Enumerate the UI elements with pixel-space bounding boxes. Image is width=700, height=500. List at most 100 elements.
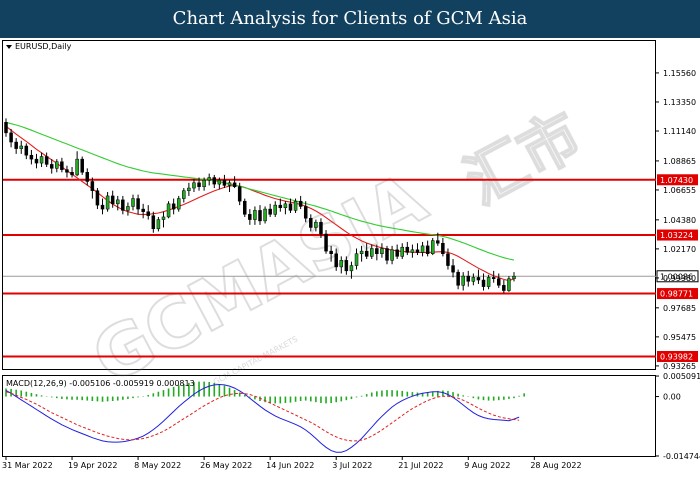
candle <box>136 198 140 210</box>
candle <box>29 154 34 160</box>
candle <box>116 199 120 205</box>
candle <box>166 203 171 218</box>
candle <box>197 182 201 187</box>
candle <box>60 161 64 170</box>
x-tick-label: 21 Jul 2022 <box>398 461 443 470</box>
level-tag-2 <box>657 288 698 300</box>
candle <box>456 271 460 286</box>
candle <box>497 278 501 286</box>
price-tick-label: 1.11140 <box>663 127 696 136</box>
candle <box>364 250 369 257</box>
x-tick-label: 3 Jul 2022 <box>332 461 372 470</box>
level-tag-label-0: 1.07430 <box>660 176 693 185</box>
candle <box>227 182 232 186</box>
candle <box>222 179 227 186</box>
candle <box>334 253 338 268</box>
price-tick-label: 1.04380 <box>663 216 696 225</box>
candle <box>451 265 455 273</box>
candle <box>507 278 511 291</box>
candle <box>151 215 156 230</box>
candle <box>395 249 399 257</box>
candle <box>319 221 323 235</box>
chart-area: GCMASIA 汇市 GCM CAPITAL MARKETS 1.074301.… <box>0 38 700 500</box>
candle <box>375 248 379 255</box>
price-tick-label: 0.99960 <box>663 274 696 283</box>
macd-tick-label: -0.014744 <box>663 452 700 461</box>
candle <box>182 190 186 199</box>
macd-signal-line <box>5 391 520 442</box>
candle <box>293 200 298 211</box>
price-tick-label: 1.08865 <box>663 157 696 166</box>
candle <box>141 208 145 212</box>
x-tick-label: 26 May 2022 <box>200 461 252 470</box>
candle <box>349 265 354 272</box>
candle <box>491 277 496 279</box>
candle <box>217 179 222 185</box>
current-price-label: 1.00086 <box>660 272 693 281</box>
candle <box>344 260 349 272</box>
candle <box>420 245 425 253</box>
candle <box>55 161 59 169</box>
current-price-tag <box>656 270 699 283</box>
candle <box>110 195 115 205</box>
price-tick-label: 1.02170 <box>663 245 696 254</box>
x-tick-label: 14 Jun 2022 <box>266 461 314 470</box>
candle <box>415 249 420 253</box>
candle <box>65 169 69 173</box>
candle <box>314 221 318 228</box>
level-tag-1 <box>657 229 698 241</box>
candle <box>14 141 18 149</box>
candle <box>430 240 435 255</box>
price-tick-label: 0.97685 <box>663 304 696 313</box>
candle <box>466 275 471 282</box>
candle <box>263 208 267 222</box>
candle <box>243 200 247 215</box>
candle <box>95 190 100 206</box>
macd-label: MACD(12,26,9) -0.005106 -0.005919 0.0008… <box>6 379 195 388</box>
moving-average-line-1 <box>5 121 515 261</box>
x-tick-label: 31 Mar 2022 <box>2 461 53 470</box>
candle <box>283 203 288 209</box>
macd-panel <box>2 375 656 457</box>
chart-banner-title: Chart Analysis for Clients of GCM Asia <box>0 0 700 38</box>
candle <box>258 210 262 222</box>
candle <box>324 233 328 252</box>
candle <box>187 187 191 191</box>
macd-line <box>5 383 520 453</box>
x-tick-label: 19 Apr 2022 <box>68 461 117 470</box>
candle <box>288 203 293 211</box>
candle <box>39 156 44 164</box>
candle <box>19 145 23 149</box>
candle <box>207 177 211 181</box>
candle <box>410 249 415 253</box>
candle <box>161 216 166 220</box>
candle <box>49 164 54 169</box>
candle <box>9 132 13 143</box>
level-tag-0 <box>657 174 698 186</box>
candle <box>75 158 79 176</box>
candle <box>100 204 105 210</box>
candle <box>339 260 344 268</box>
price-tick-label: 0.95475 <box>663 333 696 342</box>
symbol-label: EURUSD,Daily <box>15 42 72 51</box>
candle <box>425 245 430 255</box>
candle <box>24 145 29 156</box>
candle <box>34 158 39 164</box>
candle <box>461 275 465 286</box>
candle <box>441 242 445 255</box>
candle <box>202 179 206 187</box>
candle <box>268 208 272 215</box>
candle <box>481 279 486 287</box>
symbol-dropdown-icon[interactable] <box>6 45 12 49</box>
candle <box>385 248 389 261</box>
candle <box>486 277 491 287</box>
candle <box>44 156 49 165</box>
level-tag-3 <box>657 350 698 362</box>
candle <box>502 285 506 291</box>
candle <box>192 182 196 189</box>
candle <box>85 172 90 182</box>
candle <box>176 198 181 210</box>
x-tick-label: 9 Aug 2022 <box>464 461 510 470</box>
candle <box>4 122 8 134</box>
candle <box>359 250 364 255</box>
